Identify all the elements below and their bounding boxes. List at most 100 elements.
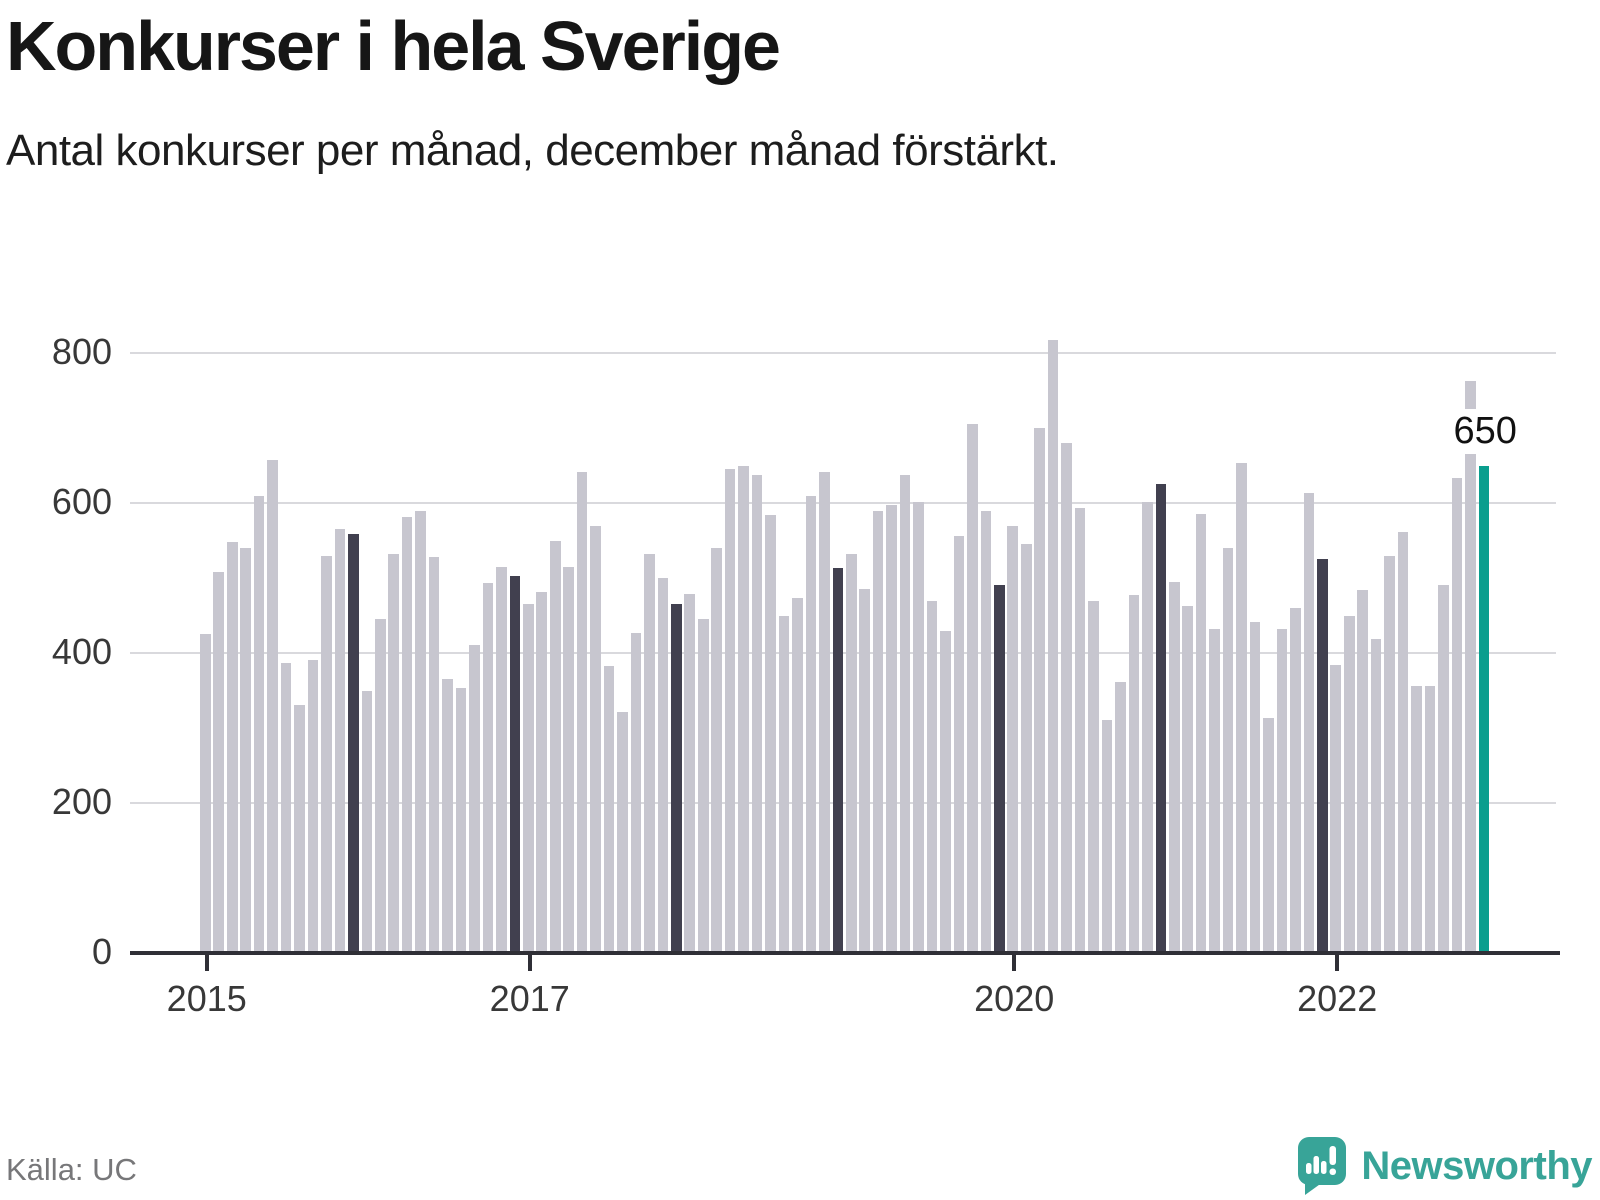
bar-2021-05 [1222,548,1234,953]
bar-2019-01 [845,554,857,953]
bar-2015-06 [267,459,278,953]
bar-2018-03 [711,548,722,953]
x-tick-2017 [527,955,532,971]
bar-2017-05 [576,471,588,953]
bar-2015-07 [280,662,292,953]
bar-2022-04 [1370,638,1382,953]
x-axis-label-2020: 2020 [974,978,1055,1019]
bar-2020-09 [1115,681,1126,953]
bar-2021-02 [1182,605,1194,953]
bar-2018-04 [724,468,736,953]
bar-2022-02 [1343,615,1355,953]
bar-2020-03 [1034,428,1045,953]
bar-2022-10 [1451,477,1463,953]
bar-2017-03 [549,541,561,953]
bar-2020-02 [1020,544,1032,953]
bar-2016-10 [482,583,494,953]
latest-value-label: 650 [1444,408,1526,454]
bar-2019-11 [980,511,992,953]
bar-2015-03 [226,542,238,953]
bar-2018-02 [697,618,709,953]
bar-2020-07 [1088,600,1099,953]
bar-2020-11 [1142,501,1153,953]
bar-2022-07 [1411,686,1422,953]
newsworthy-logo: Newsworthy [1297,1136,1592,1196]
bar-2016-01 [361,691,373,953]
bar-2017-08 [617,711,628,953]
bar-2018-09 [792,597,803,953]
bar-2022-09 [1438,584,1449,953]
bar-2015-09 [307,659,319,953]
bar-2018-05 [738,465,749,953]
bar-2017-02 [536,591,548,953]
bar-2019-09 [953,536,965,953]
bar-2022-01 [1330,665,1342,953]
newsworthy-logo-icon [1297,1136,1347,1196]
bar-2021-09 [1276,629,1288,953]
bar-2020-08 [1101,719,1113,953]
x-axis-label-2022: 2022 [1297,978,1378,1019]
bar-2019-03 [872,510,884,953]
bar-2022-03 [1357,590,1368,953]
bar-2017-07 [603,665,615,953]
chart-title: Konkurser i hela Sverige [6,7,781,85]
bar-2021-08 [1263,718,1274,953]
bar-2015-04 [240,548,251,953]
bar-2015-08 [294,704,305,953]
bar-2019-10 [967,424,978,953]
bar-2018-06 [751,475,763,953]
bar-2019-02 [859,589,871,953]
bar-2015-01 [200,633,211,953]
bar-2017-01 [522,603,534,953]
bar-2020-06 [1074,507,1086,953]
bar-2015-02 [213,572,225,953]
bar-2020-05 [1061,443,1072,953]
bar-2016-05 [415,510,426,953]
bar-2018-07 [765,515,776,953]
bar-2016-11 [496,566,507,953]
bar-2015-11 [334,528,346,953]
bar-2022-12 [1478,465,1490,953]
bar-2022-06 [1397,532,1409,953]
bar-2020-01 [1007,526,1019,953]
bar-2017-09 [630,632,642,953]
bar-2016-09 [469,644,480,953]
bar-2016-06 [428,557,440,953]
bar-2019-06 [913,502,924,953]
bar-2022-05 [1384,556,1395,953]
y-axis-label-600: 600 [51,481,112,522]
bar-2018-11 [819,471,830,953]
y-axis-label-400: 400 [51,631,112,672]
bar-2018-08 [778,616,790,953]
x-axis-label-2015: 2015 [166,978,247,1019]
bar-2021-06 [1236,463,1247,953]
bar-2021-07 [1249,622,1261,953]
x-tick-2020 [1012,955,1017,971]
bar-2017-11 [657,578,669,953]
bar-2019-12 [994,584,1005,953]
x-tick-2015 [204,955,209,971]
x-tick-2022 [1335,955,1340,971]
bar-2021-04 [1209,629,1220,953]
bar-2017-06 [590,525,601,953]
bar-2020-12 [1155,483,1167,953]
bar-2019-05 [899,474,911,953]
x-axis-label-2017: 2017 [489,978,570,1019]
x-axis-line [130,951,1560,955]
gridline-600 [130,502,1556,504]
bar-2015-10 [321,555,332,953]
newsworthy-logo-text: Newsworthy [1361,1143,1592,1188]
bar-2021-03 [1195,514,1207,953]
bar-2022-11 [1465,380,1476,953]
bar-2015-12 [348,533,359,953]
source-note: Källa: UC [6,1152,137,1187]
bar-2022-08 [1424,686,1436,953]
bar-2021-01 [1168,581,1180,953]
bar-2017-12 [671,604,682,953]
bar-2017-10 [644,554,655,953]
bar-2016-07 [442,678,453,953]
y-axis-label-200: 200 [51,781,112,822]
bar-2019-08 [940,631,951,953]
bar-2021-12 [1317,558,1328,953]
